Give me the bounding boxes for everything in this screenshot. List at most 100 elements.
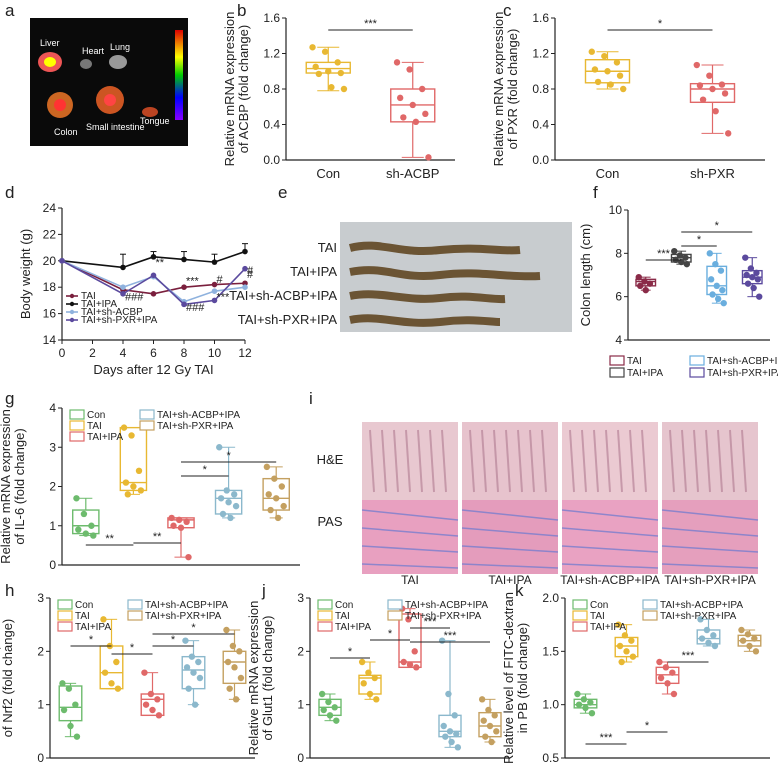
he-villus bbox=[717, 429, 723, 493]
data-point bbox=[232, 696, 240, 703]
panel-label-a: a bbox=[5, 1, 15, 20]
data-point bbox=[155, 712, 163, 719]
data-point bbox=[124, 491, 131, 498]
y-tick-label: 0 bbox=[297, 751, 304, 765]
legend-swatch bbox=[689, 367, 705, 378]
data-point bbox=[485, 706, 492, 714]
data-point bbox=[662, 664, 670, 671]
data-point bbox=[67, 722, 74, 730]
data-point bbox=[713, 282, 720, 290]
data-point bbox=[181, 301, 187, 308]
legend-label: TAI+sh-PXR+IPA bbox=[145, 611, 222, 622]
data-point bbox=[744, 280, 752, 287]
data-point bbox=[709, 291, 716, 298]
panel-a: a Liver Heart Lung Colon Small intestine… bbox=[5, 1, 188, 146]
data-point bbox=[406, 661, 414, 668]
data-point bbox=[325, 68, 332, 75]
data-point bbox=[278, 483, 286, 490]
data-point bbox=[657, 674, 665, 682]
data-point bbox=[664, 680, 671, 687]
legend-label: TAI+sh-ACBP+IPA bbox=[145, 600, 228, 611]
data-point bbox=[65, 685, 73, 692]
y-tick-label: 3 bbox=[37, 591, 44, 605]
y-tick-label: 0.4 bbox=[532, 118, 549, 132]
data-point bbox=[635, 273, 642, 281]
x-tick-label: 10 bbox=[208, 346, 222, 360]
colon-sample-1 bbox=[348, 241, 521, 255]
legend-label: TAI+IPA bbox=[590, 622, 626, 633]
significance-label: * bbox=[130, 642, 135, 654]
legend-swatch bbox=[69, 431, 85, 442]
data-point bbox=[725, 130, 732, 137]
data-point bbox=[142, 701, 150, 708]
y-tick-label: 6 bbox=[615, 290, 622, 304]
y-axis-label: of Glut1 (fold change) bbox=[260, 615, 275, 740]
data-point bbox=[418, 85, 426, 93]
legend-label: TAI+sh-ACBP+IPA bbox=[660, 600, 743, 611]
y-tick-label: 0.0 bbox=[263, 153, 280, 167]
data-point bbox=[185, 685, 192, 692]
data-point bbox=[231, 491, 238, 498]
data-point bbox=[493, 728, 500, 735]
chart-b: 0.0 0.4 0.8 1.2 1.6 Relative mRNA expression o… bbox=[222, 11, 455, 181]
legend-label: Con bbox=[590, 600, 608, 611]
significance-label: * bbox=[645, 720, 650, 732]
col-label-tai-ipa: TAI+IPA bbox=[488, 573, 531, 587]
legend-label: TAI+sh-ACBP+IPA bbox=[405, 600, 488, 611]
he-villus bbox=[405, 429, 411, 493]
data-point bbox=[406, 66, 413, 73]
data-point bbox=[601, 52, 608, 60]
data-point bbox=[488, 738, 495, 746]
pas-goblet-line bbox=[561, 563, 659, 569]
data-point bbox=[453, 730, 460, 738]
y-tick-label: 1.2 bbox=[532, 47, 549, 61]
data-point bbox=[720, 299, 727, 307]
data-point bbox=[411, 648, 418, 655]
chart-j: 0 1 2 3 Relative mRNA expression of Glut1 (fo… bbox=[246, 591, 510, 765]
data-point bbox=[706, 72, 713, 79]
x-tick-label: Con bbox=[316, 166, 340, 181]
data-point bbox=[669, 669, 676, 676]
x-tick-label: 6 bbox=[150, 346, 157, 360]
legend-label: TAI+sh-ACBP+IPA bbox=[157, 410, 240, 421]
data-point bbox=[280, 502, 287, 510]
legend-marker bbox=[69, 293, 75, 299]
colon-sample-3 bbox=[349, 290, 506, 304]
data-point bbox=[225, 499, 232, 506]
data-point bbox=[371, 674, 378, 682]
significance-label: ** bbox=[105, 533, 114, 545]
data-point bbox=[409, 101, 416, 109]
data-point bbox=[656, 658, 663, 666]
data-point bbox=[82, 530, 90, 537]
significance-label: * bbox=[226, 450, 231, 462]
data-point bbox=[75, 526, 82, 533]
series-line-TAI+IPA bbox=[61, 250, 246, 269]
data-point bbox=[211, 281, 218, 288]
legend-swatch bbox=[387, 599, 403, 610]
data-point bbox=[358, 658, 366, 666]
y-axis-label: of Nrf2 (fold change) bbox=[0, 619, 15, 738]
pas-goblet-line bbox=[361, 563, 459, 569]
he-villus bbox=[741, 429, 747, 493]
data-point bbox=[263, 463, 271, 471]
data-point bbox=[575, 701, 583, 708]
y-tick-label: 1.6 bbox=[263, 11, 280, 25]
panel-label-f: f bbox=[593, 183, 598, 202]
data-point bbox=[676, 252, 684, 259]
colon-label-tai: TAI bbox=[318, 240, 337, 255]
data-point bbox=[620, 85, 627, 93]
panel-label-i: i bbox=[309, 389, 313, 408]
data-point bbox=[580, 696, 588, 703]
y-axis-label: Colon length (cm) bbox=[578, 224, 593, 327]
x-tick-label: 0 bbox=[59, 346, 66, 360]
legend-label: Con bbox=[75, 600, 93, 611]
data-point bbox=[706, 250, 713, 257]
data-point bbox=[100, 616, 107, 623]
he-villus bbox=[593, 429, 599, 493]
significance-label: * bbox=[171, 634, 176, 646]
data-point bbox=[604, 68, 611, 75]
data-point bbox=[265, 491, 272, 498]
he-villus bbox=[469, 429, 475, 493]
panel-label-g: g bbox=[5, 389, 14, 408]
